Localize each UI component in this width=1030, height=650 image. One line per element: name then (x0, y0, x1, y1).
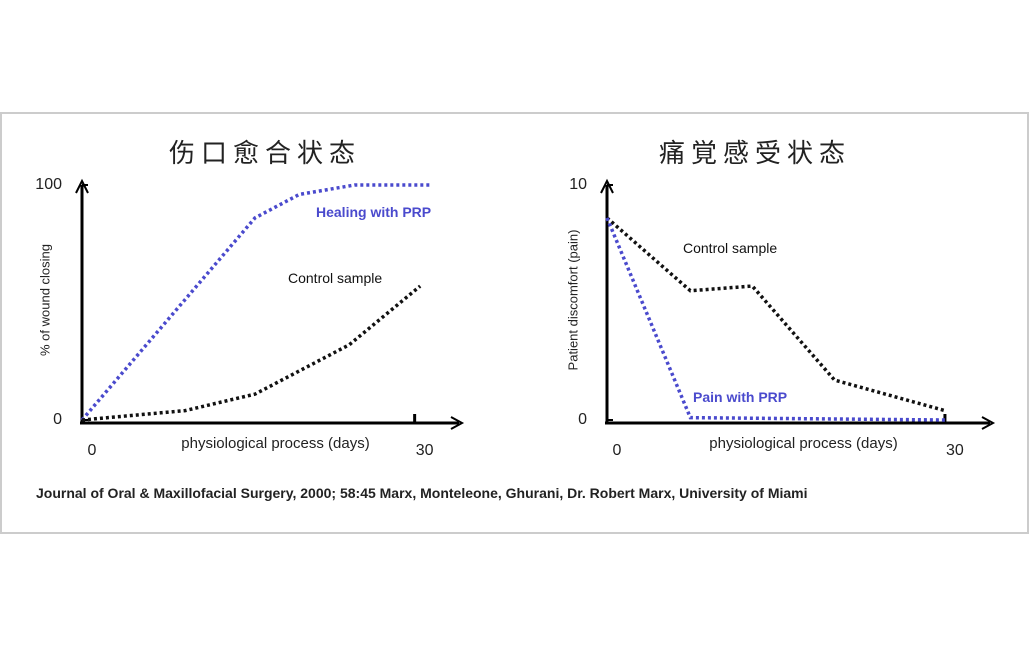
y-axis-arrow (600, 178, 614, 194)
series-label: Control sample (288, 270, 383, 286)
data-line (605, 217, 945, 422)
chart-title: 痛覚感受状态 (659, 138, 851, 168)
x-tick-label: 30 (946, 442, 964, 459)
series-label: Healing with PRP (316, 204, 432, 220)
x-axis-arrow (450, 416, 465, 430)
data-line (605, 216, 946, 413)
y-tick-label: 0 (53, 411, 62, 428)
panel-frame (0, 112, 1029, 534)
source-note: Journal of Oral & Maxillofacial Surgery,… (36, 485, 808, 501)
x-axis-label: physiological process (days) (181, 435, 369, 452)
x-tick-label: 0 (88, 442, 97, 459)
x-axis-arrow (981, 416, 996, 430)
x-tick-label: 30 (416, 442, 434, 459)
series-label: Control sample (683, 240, 778, 256)
data-line (81, 284, 422, 422)
data-line (80, 183, 432, 422)
x-axis-label: physiological process (days) (709, 435, 897, 452)
y-tick-label: 0 (578, 411, 587, 428)
chart-title: 伤口愈合状态 (169, 138, 361, 168)
y-axis-label: Patient discomfort (pain) (565, 230, 580, 371)
x-tick-label: 0 (613, 442, 622, 459)
series-label: Pain with PRP (693, 389, 788, 405)
y-axis-arrow (75, 178, 89, 194)
y-tick-label: 10 (569, 176, 587, 193)
y-tick-label: 100 (35, 176, 62, 193)
y-axis-label: % of wound closing (37, 244, 52, 356)
